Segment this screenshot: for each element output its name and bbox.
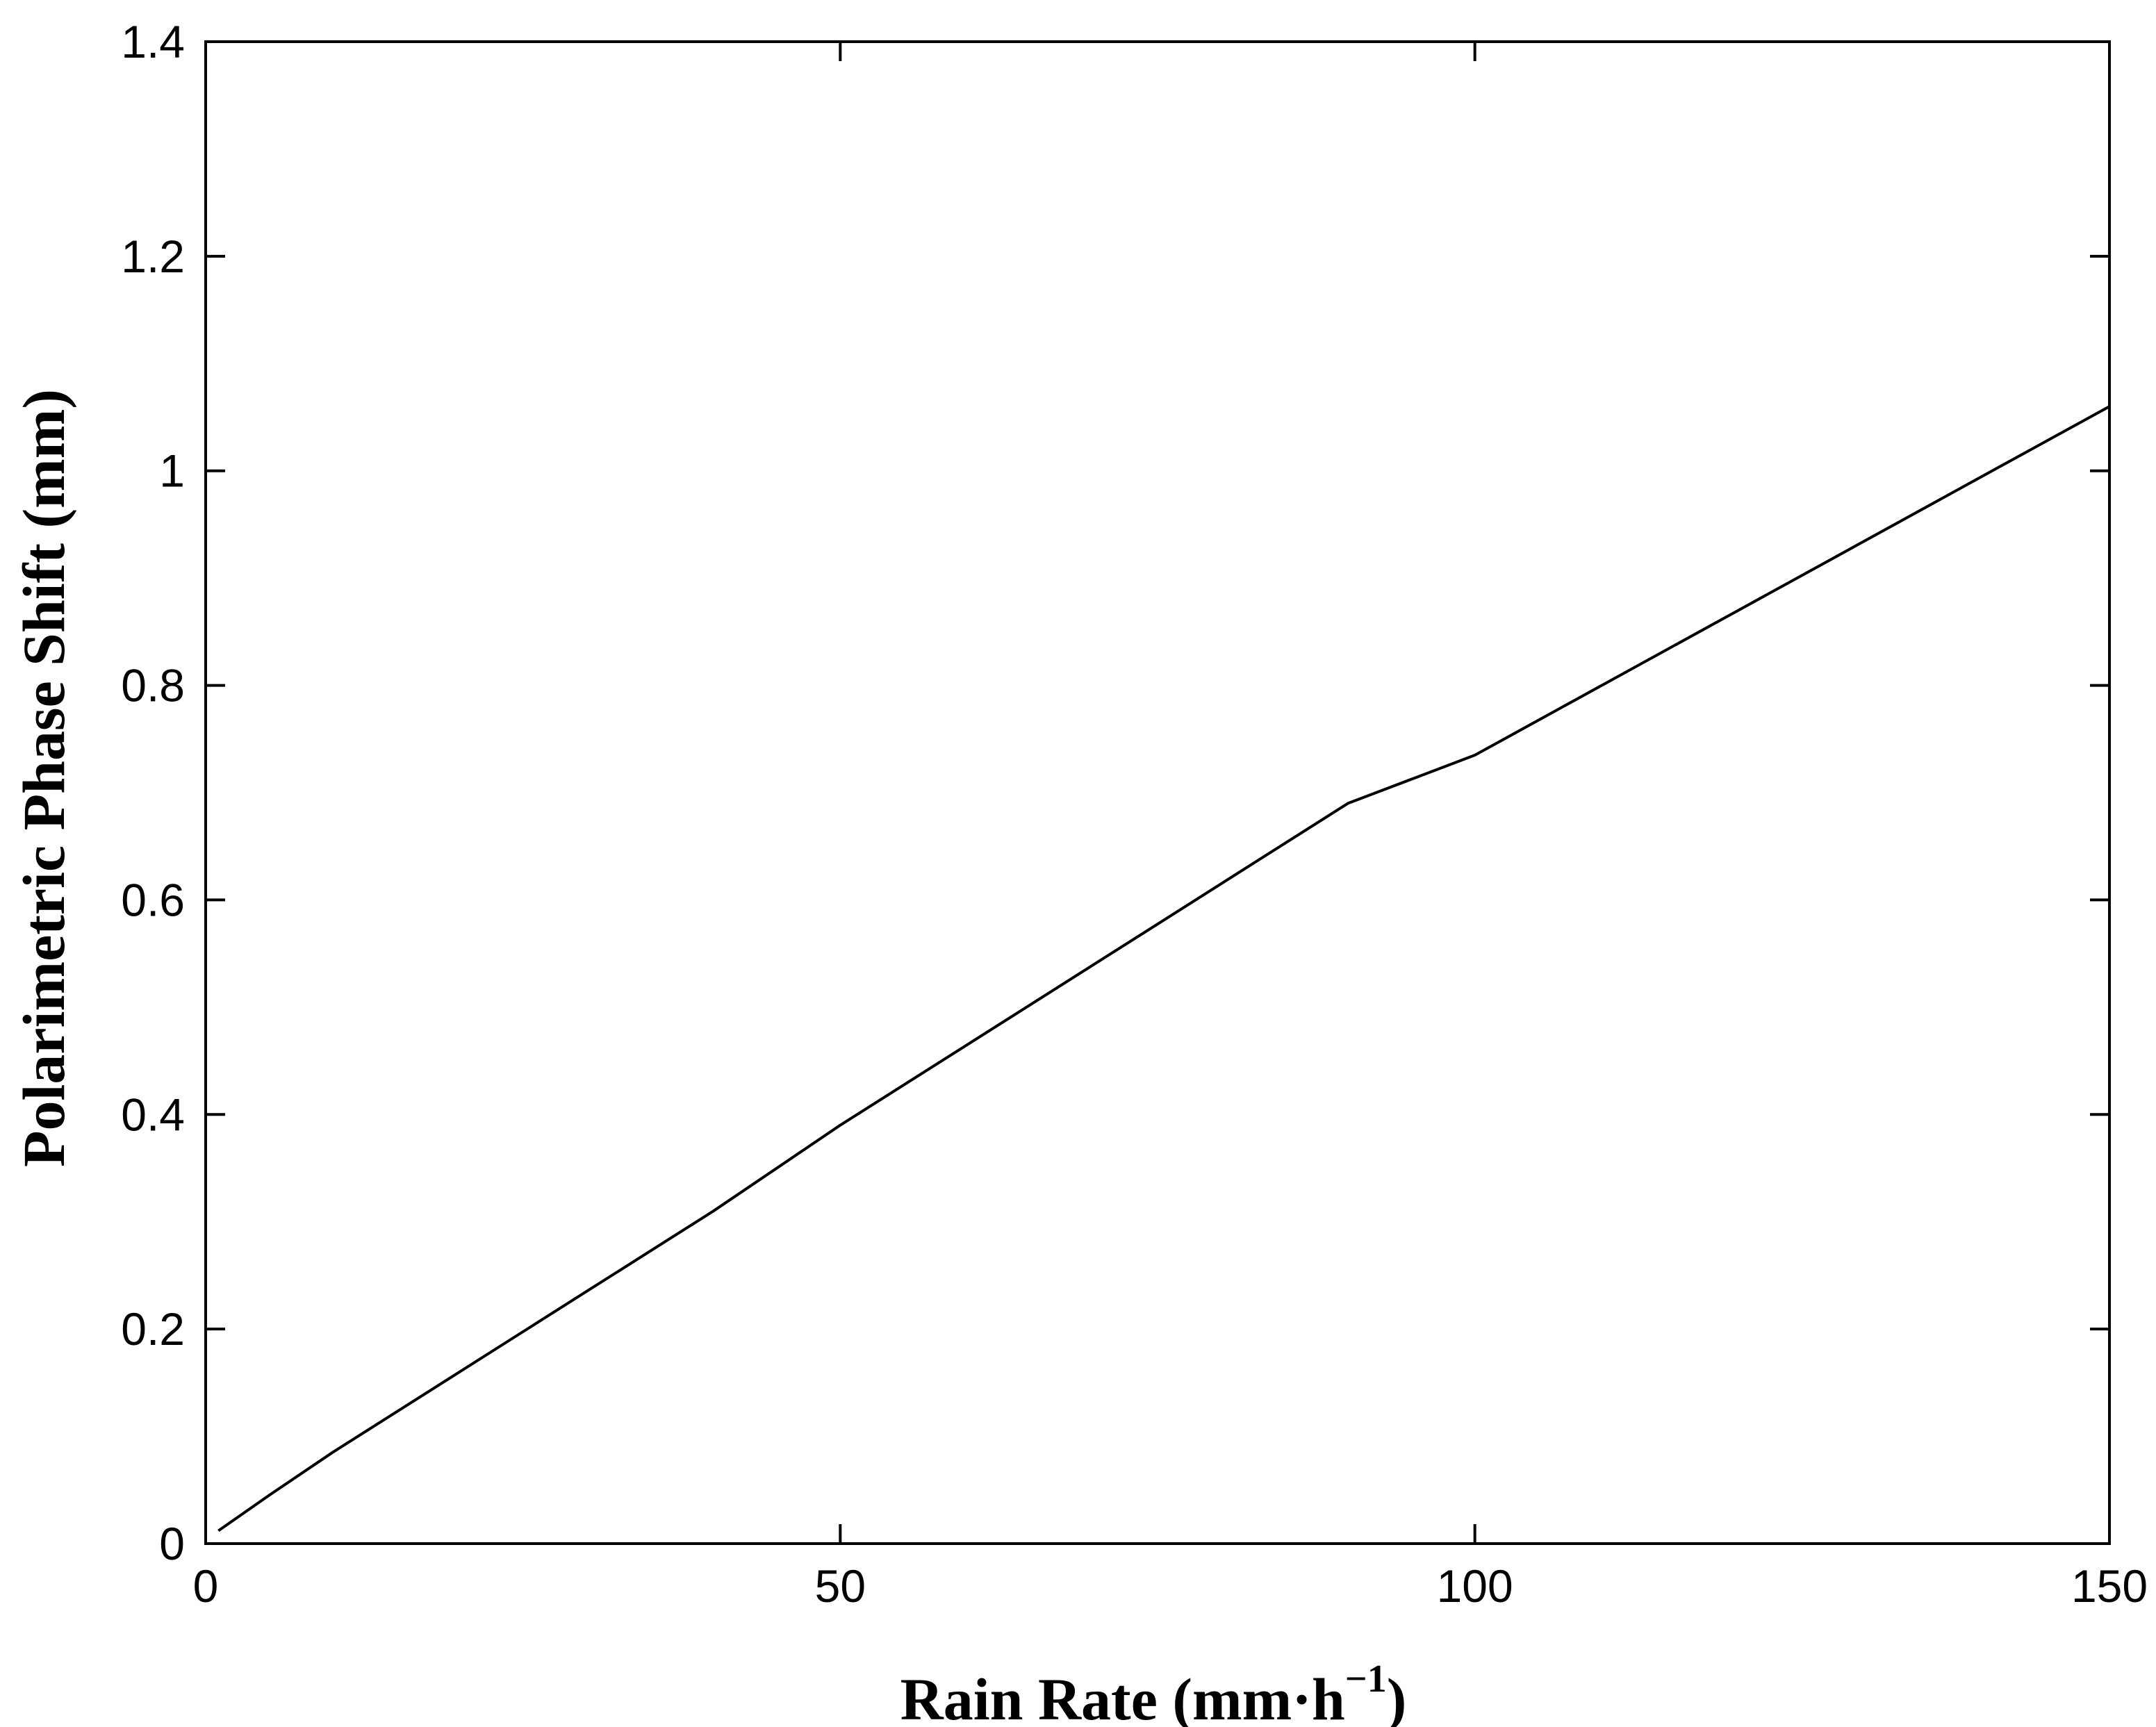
tick-labels: 0 50 100 150 0 0.2 0.4 0.6 0.8 1 1.2 1.4 xyxy=(121,16,2148,1612)
x-axis-title-text: Rain Rate (mm·h xyxy=(900,1666,1345,1727)
y-tick-label: 0.2 xyxy=(121,1303,185,1355)
x-tick-label: 100 xyxy=(1437,1560,1513,1612)
y-tick-label: 0.4 xyxy=(121,1089,185,1140)
plot-frame xyxy=(204,40,2111,1545)
series-line xyxy=(217,405,2110,1532)
y-axis-title: Polarimetric Phase Shift (mm) xyxy=(10,389,77,1167)
y-tick-label: 0.6 xyxy=(121,874,185,925)
x-tick-label: 50 xyxy=(815,1560,866,1612)
x-tick-label: 0 xyxy=(193,1560,219,1612)
axis-ticks xyxy=(204,40,2111,1545)
y-tick-label: 1 xyxy=(159,445,185,497)
y-tick-label: 0 xyxy=(159,1518,185,1569)
x-tick-label: 150 xyxy=(2071,1560,2148,1612)
y-tick-label: 1.4 xyxy=(121,16,185,67)
x-axis-title-superscript: −1 xyxy=(1345,1658,1387,1701)
y-tick-label: 1.2 xyxy=(121,231,185,282)
plot-area xyxy=(204,40,2111,1545)
x-axis-title: Rain Rate (mm·h−1) xyxy=(900,1658,1407,1727)
x-axis-title-suffix: ) xyxy=(1387,1666,1407,1727)
y-tick-label: 0.8 xyxy=(121,660,185,711)
